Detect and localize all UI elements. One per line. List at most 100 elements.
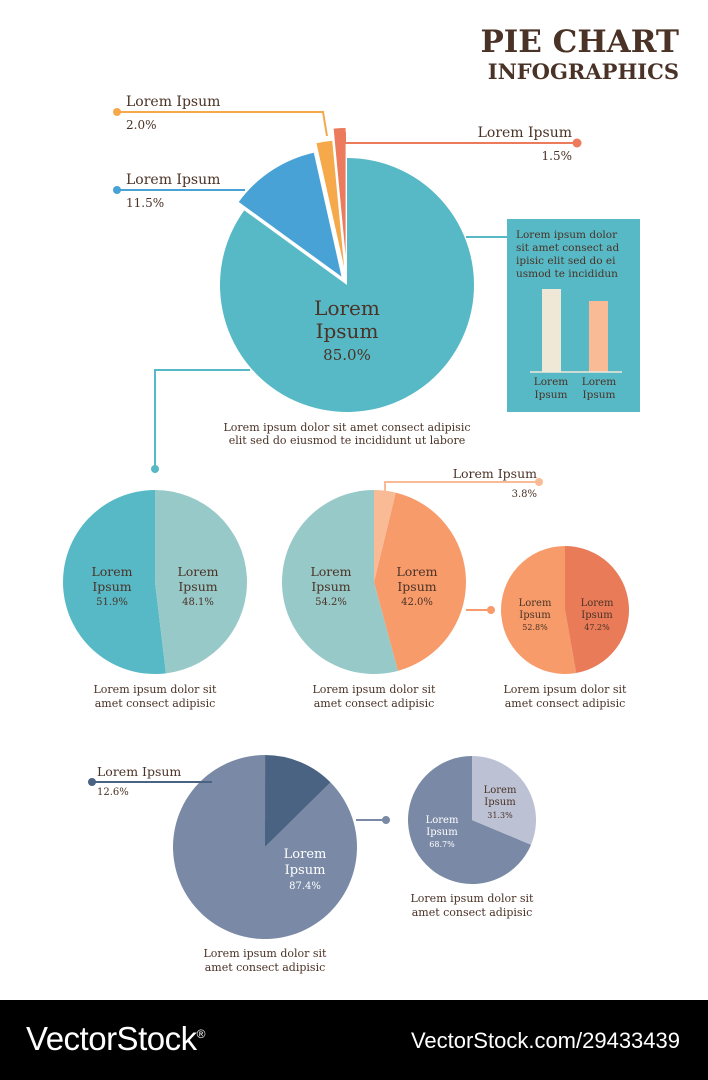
info-box-text-4: usmod te incididun [516, 268, 618, 280]
pie5-caption-2: amet consect adipisic [205, 961, 326, 974]
main-pie-leaders [113, 108, 582, 194]
connector-main-to-pie2 [154, 369, 250, 468]
pie1-slice-1 [155, 490, 248, 674]
pie-chart-6 [408, 756, 536, 884]
page-title-line1: PIE CHART [480, 24, 679, 60]
pie5-caption-1: Lorem ipsum dolor sit [204, 947, 328, 960]
pie5-slice-1 [472, 756, 536, 845]
watermark-url: VectorStock.com/29433439 [410, 1028, 680, 1053]
info-box-bar-1 [542, 289, 561, 372]
pie4-left-value: 52.8% [522, 623, 548, 632]
pie2-right-line2: Ipsum [178, 579, 217, 594]
pie6-caption-1: Lorem ipsum dolor sit [411, 892, 535, 905]
pie4-right-value: 47.2% [584, 623, 610, 632]
connector-leader-3-8 [384, 481, 537, 496]
pie3-right-line1: Lorem [396, 564, 437, 579]
caption-main-line2: elit sed do eiusmod te incididunt ut lab… [229, 434, 466, 447]
connector-lines [88, 236, 543, 824]
pie3-label-3-8-title: Lorem Ipsum [453, 466, 537, 481]
pie2-slice-2 [374, 490, 396, 582]
pie2-slice-0 [282, 490, 398, 675]
pie3-left-value: 54.2% [315, 597, 347, 608]
pie6-right-value: 31.3% [487, 811, 513, 820]
pie-chart-5 [173, 754, 357, 940]
pie3-caption-2: amet consect adipisic [314, 697, 435, 710]
label-main-line1: Lorem [314, 296, 380, 320]
pie6-left-value: 68.7% [429, 840, 455, 849]
label-2-0-title: Lorem Ipsum [126, 94, 220, 110]
pie-chart-main [220, 128, 474, 412]
pie5-inside-value: 87.4% [289, 881, 321, 892]
connector-dot [113, 108, 121, 116]
pie4-slice-1 [265, 755, 331, 847]
info-box-text-2: sit amet consect ad [516, 242, 620, 254]
label-main-value: 85.0% [323, 346, 371, 364]
connector-dot [572, 138, 582, 148]
pie0-slice-2 [316, 140, 345, 268]
pie0-slice-1 [238, 152, 342, 277]
pie2-left-value: 51.9% [96, 597, 128, 608]
pie1-slice-0 [63, 490, 166, 674]
connector-dot [88, 778, 96, 786]
pie3-right-line2: Ipsum [397, 579, 436, 594]
label-2-0-value: 2.0% [126, 118, 157, 132]
connector-dot [382, 816, 390, 824]
pie4-right-line1: Lorem [581, 598, 614, 609]
pie3-caption-1: Lorem ipsum dolor sit [313, 683, 437, 696]
page-title-line2: INFOGRAPHICS [488, 59, 679, 84]
watermark-brand: VectorStock® [26, 1020, 205, 1057]
label-main-line2: Ipsum [316, 319, 379, 343]
pie3-left-line2: Ipsum [311, 579, 350, 594]
info-box-bar-2 [589, 301, 608, 372]
pie4-left-line1: Lorem [519, 598, 552, 609]
info-box-bar-label-1b: Ipsum [535, 389, 568, 401]
pie4-right-line2: Ipsum [581, 610, 613, 621]
pie3-right-value: 42.0% [401, 597, 433, 608]
info-box-text-3: ipisic elit sed do ei [516, 255, 616, 267]
caption-main-line1: Lorem ipsum dolor sit amet consect adipi… [224, 421, 471, 434]
connector-dot [535, 478, 543, 486]
label-1-5-value: 1.5% [542, 149, 573, 163]
pie4-left-line2: Ipsum [519, 610, 551, 621]
pie2-left-line1: Lorem [91, 564, 132, 579]
pie2-right-line1: Lorem [177, 564, 218, 579]
pie6-right-line1: Lorem [484, 785, 517, 796]
watermark-bar: VectorStock® VectorStock.com/29433439 [0, 1000, 708, 1080]
info-box: Lorem ipsum dolor sit amet consect ad ip… [507, 219, 640, 412]
pie4-caption-2: amet consect adipisic [505, 697, 626, 710]
pie0-slice-0 [220, 158, 474, 412]
pie2-right-value: 48.1% [182, 597, 214, 608]
pie5-inside-line2: Ipsum [285, 863, 326, 878]
info-box-bar-label-1a: Lorem [534, 376, 569, 388]
pie-chart-3 [282, 490, 467, 675]
info-box-bar-label-2a: Lorem [582, 376, 617, 388]
info-box-bar-label-2b: Ipsum [583, 389, 616, 401]
pie6-right-line2: Ipsum [484, 797, 516, 808]
pie-chart-2 [63, 490, 248, 674]
pie3-slice-0 [501, 546, 577, 674]
pie3-slice-1 [565, 546, 630, 674]
leader-1-5 [344, 132, 576, 144]
info-box-text-1: Lorem ipsum dolor [516, 229, 618, 241]
pie0-slice-3 [333, 128, 346, 256]
pie3-label-3-8-value: 3.8% [512, 489, 537, 500]
connector-dot [113, 186, 121, 194]
pie-chart-4 [501, 546, 630, 674]
label-11-5-value: 11.5% [126, 196, 164, 210]
leader-2-0 [117, 111, 328, 137]
pie6-caption-2: amet consect adipisic [412, 906, 533, 919]
connector-dot [151, 465, 159, 473]
label-11-5-title: Lorem Ipsum [126, 172, 220, 188]
pie5-inside-line1: Lorem [284, 847, 327, 862]
pie3-left-line1: Lorem [310, 564, 351, 579]
pie2-left-line2: Ipsum [92, 579, 131, 594]
pie2-caption-1: Lorem ipsum dolor sit [94, 683, 218, 696]
infographic-canvas: PIE CHART INFOGRAPHICS Lorem Ipsum 2.0% … [63, 24, 679, 974]
pie2-slice-1 [374, 492, 467, 671]
pie6-left-line2: Ipsum [426, 827, 458, 838]
pie6-left-line1: Lorem [426, 815, 459, 826]
pie4-caption-1: Lorem ipsum dolor sit [504, 683, 628, 696]
pie5-label-12-6-title: Lorem Ipsum [97, 764, 181, 779]
label-1-5-title: Lorem Ipsum [478, 125, 572, 141]
pie2-caption-2: amet consect adipisic [95, 697, 216, 710]
